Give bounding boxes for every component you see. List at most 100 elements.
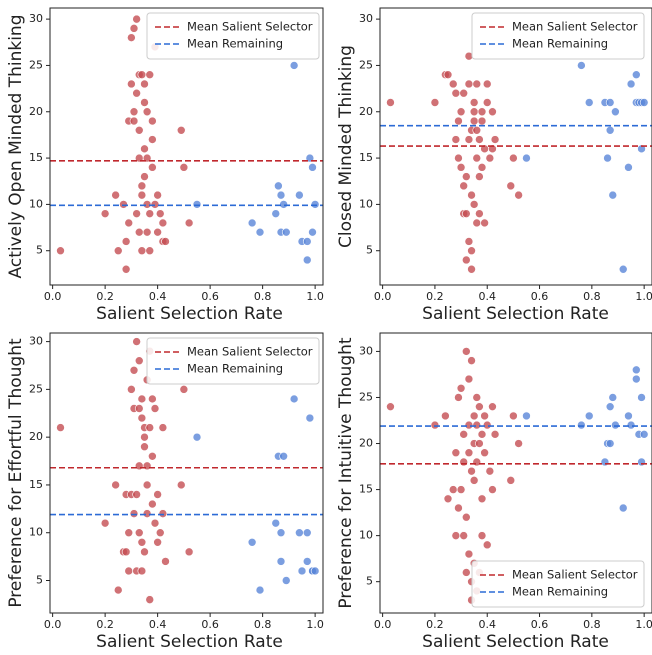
scatter-point <box>137 70 147 80</box>
scatter-point <box>184 547 194 557</box>
scatter-point <box>137 394 147 404</box>
scatter-point <box>134 227 144 237</box>
scatter-point <box>490 430 500 439</box>
scatter-point <box>308 227 317 237</box>
y-tick-label: 20 <box>359 105 373 118</box>
legend-box <box>146 337 320 385</box>
x-tick-label: 0.0 <box>374 618 392 631</box>
scatter-point <box>451 531 461 540</box>
scatter-point <box>456 163 466 172</box>
scatter-point <box>271 209 281 218</box>
x-tick-label: 0.0 <box>374 290 392 303</box>
scatter-point <box>153 537 162 547</box>
x-tick-label: 0.8 <box>583 290 601 303</box>
y-tick-label: 20 <box>29 430 43 443</box>
scatter-point <box>295 190 304 200</box>
scatter-point <box>148 135 157 144</box>
scatter-point <box>279 200 288 209</box>
scatter-point <box>482 420 492 430</box>
y-tick-label: 15 <box>29 151 43 164</box>
scatter-point <box>456 485 466 494</box>
scatter-point <box>302 528 312 538</box>
scatter-point <box>56 423 65 432</box>
y-axis-label: Preference for Intuitive Thought <box>336 337 356 608</box>
scatter-point <box>451 135 461 144</box>
scatter-point <box>142 107 152 117</box>
x-tick-label: 0.0 <box>44 618 62 631</box>
legend-label: Mean Salient Selector <box>512 20 638 34</box>
x-tick-label: 1.0 <box>306 618 324 631</box>
scatter-point <box>302 557 312 566</box>
y-tick-label: 20 <box>359 437 373 450</box>
scatter-point <box>472 218 482 228</box>
scatter-point <box>480 411 489 421</box>
scatter-point <box>271 518 281 528</box>
scatter-point <box>184 218 194 228</box>
x-tick-label: 0.8 <box>254 290 272 303</box>
x-axis-label: Salient Selection Rate <box>96 632 283 652</box>
scatter-point <box>477 107 487 117</box>
scatter-point <box>477 494 487 504</box>
y-tick-label: 5 <box>366 575 373 588</box>
scatter-point <box>145 209 155 218</box>
scatter-point <box>142 480 152 490</box>
scatter-point <box>276 528 286 538</box>
scatter-point <box>482 98 492 107</box>
scatter-point <box>255 585 265 595</box>
x-tick-label: 0.2 <box>426 290 444 303</box>
scatter-point <box>477 430 487 439</box>
scatter-point <box>145 423 155 432</box>
x-tick-label: 1.0 <box>635 290 652 303</box>
scatter-point <box>632 365 641 375</box>
scatter-point <box>129 509 139 518</box>
scatter-point <box>121 237 131 246</box>
scatter-point <box>142 461 152 471</box>
scatter-point <box>137 181 147 191</box>
scatter-point <box>477 163 487 172</box>
scatter-point <box>618 264 628 274</box>
scatter-point <box>577 61 586 70</box>
x-tick-label: 1.0 <box>635 618 652 631</box>
scatter-point <box>459 88 468 98</box>
x-tick-label: 0.8 <box>583 618 601 631</box>
scatter-point <box>113 246 123 256</box>
scatter-point <box>459 457 468 467</box>
scatter-point <box>148 116 157 126</box>
y-tick-label: 10 <box>359 197 373 210</box>
scatter-point <box>124 566 134 576</box>
scatter-point <box>506 476 516 485</box>
scatter-point <box>464 374 474 384</box>
legend-label: Mean Remaining <box>512 585 608 599</box>
y-tick-label: 25 <box>29 58 43 71</box>
scatter-point <box>637 457 646 467</box>
y-tick-label: 5 <box>36 244 43 257</box>
scatter-point <box>605 125 615 135</box>
scatter-point <box>158 509 168 518</box>
scatter-point <box>456 107 466 117</box>
scatter-point <box>626 420 636 430</box>
scatter-point <box>603 153 612 163</box>
y-tick-label: 15 <box>359 151 373 164</box>
scatter-point <box>514 439 523 448</box>
scatter-point <box>469 200 479 209</box>
scatter-point <box>100 209 110 218</box>
legend-box <box>471 12 645 60</box>
scatter-point <box>600 457 610 467</box>
scatter-point <box>443 70 453 80</box>
scatter-point <box>140 98 149 107</box>
scatter-point <box>611 420 620 430</box>
scatter-point <box>145 246 155 256</box>
scatter-point <box>509 153 518 163</box>
scatter-point <box>430 98 440 107</box>
scatter-point <box>464 237 474 246</box>
scatter-point <box>386 402 395 411</box>
x-tick-label: 0.8 <box>254 618 272 631</box>
legend-label: Mean Salient Selector <box>187 345 313 359</box>
scatter-point <box>475 439 484 448</box>
scatter-point <box>448 79 458 89</box>
scatter-point <box>129 24 139 33</box>
scatter-point <box>153 227 162 237</box>
scatter-point <box>113 585 123 595</box>
scatter-point <box>134 125 144 135</box>
scatter-point <box>464 549 474 559</box>
